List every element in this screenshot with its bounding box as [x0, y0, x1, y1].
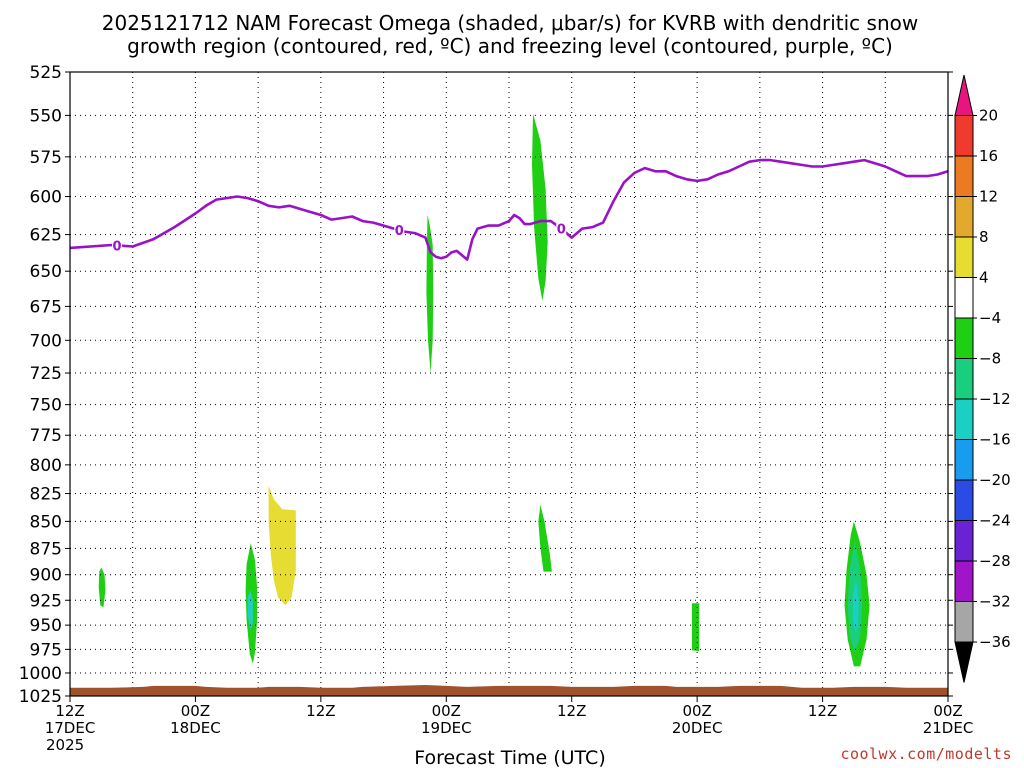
- x-tick-label-36-2: 19DEC: [421, 719, 472, 737]
- y-tick-label-950: 950: [30, 616, 62, 636]
- colorbar-label-5: −4: [979, 309, 1001, 327]
- y-tick-label-900: 900: [30, 566, 62, 586]
- x-tick-label-24-1: 12Z: [306, 702, 335, 720]
- colorbar-bin-10: [954, 479, 974, 521]
- y-tick-label-550: 550: [30, 106, 62, 126]
- colorbar-cap-top: [954, 74, 974, 116]
- y-tick-label-575: 575: [30, 148, 62, 168]
- freezing-level-label-2: 0: [557, 223, 566, 238]
- x-tick-label-48-1: 12Z: [557, 702, 586, 720]
- omega-region-5: [532, 113, 548, 301]
- freezing-label-bg-0: [112, 237, 123, 253]
- colorbar-label-10: −24: [979, 512, 1011, 530]
- omega-region-0: [98, 567, 106, 608]
- y-axis-ticks: 525 550 575 600 625 650 675 700 725 750 775 800 825 8…: [19, 63, 953, 707]
- colorbar-bin-6: [954, 317, 974, 359]
- y-tick-label-800: 800: [30, 456, 62, 476]
- x-tick-label-84-1: 00Z: [933, 702, 962, 720]
- omega-region-3: [268, 485, 296, 606]
- chart-title-line-1: 2025121712 NAM Forecast Omega (shaded, μ…: [102, 11, 918, 35]
- colorbar-bin-5: [954, 277, 974, 319]
- x-tick-label-60-1: 00Z: [682, 702, 711, 720]
- y-tick-label-975: 975: [30, 640, 62, 660]
- freezing-level-layer: 0 0 0: [69, 158, 949, 261]
- colorbar-bin-1: [954, 115, 974, 157]
- colorbar-label-1: 16: [979, 147, 998, 165]
- colorbar-label-2: 12: [979, 188, 998, 206]
- y-tick-label-625: 625: [30, 226, 62, 246]
- colorbar-bin-4: [954, 236, 974, 278]
- colorbar-bin-13: [954, 601, 974, 643]
- terrain-fill: [70, 685, 948, 696]
- x-tick-label-0-1: 12Z: [55, 702, 84, 720]
- colorbar-bin-8: [954, 398, 974, 440]
- x-tick-label-12-2: 18DEC: [170, 719, 221, 737]
- colorbar: 20 16 12 8 4 −4 −8 −12 −16 −20 −24 −28 −32 −36: [954, 74, 1011, 683]
- omega-region-4: [426, 215, 434, 373]
- plot-frame: [69, 71, 949, 697]
- colorbar-bin-9: [954, 439, 974, 481]
- colorbar-label-7: −12: [979, 390, 1011, 408]
- x-tick-label-60-2: 20DEC: [672, 719, 723, 737]
- colorbar-label-12: −32: [979, 593, 1011, 611]
- omega-region-10: [852, 579, 859, 633]
- y-tick-label-600: 600: [30, 188, 62, 208]
- omega-region-7: [691, 603, 700, 652]
- y-tick-label-775: 775: [30, 426, 62, 446]
- omega-shading-layer: [98, 113, 870, 667]
- x-tick-label-36-1: 00Z: [432, 702, 461, 720]
- colorbar-bin-11: [954, 520, 974, 562]
- y-tick-label-650: 650: [30, 262, 62, 282]
- x-tick-label-0-2: 17DEC: [45, 719, 96, 737]
- y-tick-label-750: 750: [30, 396, 62, 416]
- y-tick-label-675: 675: [30, 297, 62, 317]
- y-tick-label-850: 850: [30, 512, 62, 532]
- y-tick-label-925: 925: [30, 591, 62, 611]
- colorbar-label-3: 8: [979, 228, 989, 246]
- colorbar-label-13: −36: [979, 633, 1011, 651]
- freezing-level-line: [69, 158, 949, 261]
- colorbar-label-8: −16: [979, 431, 1011, 449]
- colorbar-bin-7: [954, 358, 974, 400]
- plot-area: 0 0 0: [69, 71, 949, 697]
- freezing-label-bg-2: [556, 220, 567, 236]
- y-tick-label-1000: 1000: [19, 664, 62, 684]
- colorbar-label-9: −20: [979, 471, 1011, 489]
- x-axis-label: Forecast Time (UTC): [414, 747, 605, 768]
- y-tick-label-875: 875: [30, 539, 62, 559]
- colorbar-label-11: −28: [979, 552, 1011, 570]
- x-tick-label-0-3: 2025: [46, 736, 84, 754]
- credit-text: coolwx.com/modelts: [840, 745, 1012, 763]
- y-tick-label-1025: 1025: [19, 687, 62, 707]
- omega-region-6: [538, 504, 552, 572]
- colorbar-cap-bottom: [954, 641, 974, 683]
- colorbar-bin-12: [954, 560, 974, 602]
- grid-layer: [70, 72, 948, 696]
- x-tick-label-72-1: 12Z: [808, 702, 837, 720]
- colorbar-label-6: −8: [979, 350, 1001, 368]
- colorbar-label-0: 20: [979, 107, 998, 125]
- x-tick-label-84-2: 21DEC: [923, 719, 974, 737]
- freezing-level-label-1: 0: [395, 224, 404, 239]
- y-tick-label-725: 725: [30, 364, 62, 384]
- y-tick-label-825: 825: [30, 485, 62, 505]
- colorbar-label-4: 4: [979, 269, 989, 287]
- freezing-label-bg-1: [394, 222, 405, 238]
- y-tick-label-700: 700: [30, 331, 62, 351]
- y-tick-label-525: 525: [30, 63, 62, 83]
- x-tick-label-12-1: 00Z: [181, 702, 210, 720]
- freezing-level-label-0: 0: [113, 239, 122, 254]
- colorbar-bin-3: [954, 196, 974, 238]
- colorbar-bin-2: [954, 155, 974, 197]
- omega-region-2: [247, 590, 253, 630]
- chart-title-line-2: growth region (contoured, red, ºC) and f…: [127, 34, 893, 58]
- terrain-layer: [70, 685, 948, 696]
